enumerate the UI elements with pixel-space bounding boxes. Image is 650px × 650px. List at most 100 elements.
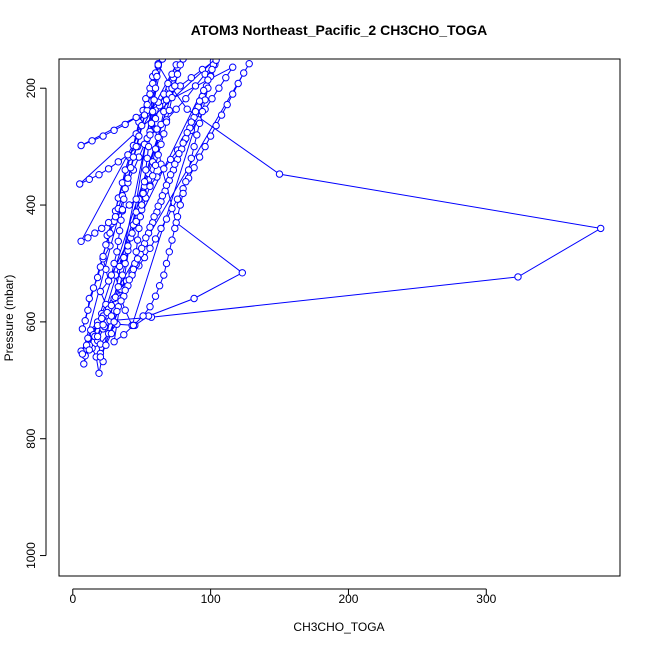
data-point: [223, 100, 231, 109]
data-point: [165, 106, 174, 115]
axes-layer: 0 100 200 300 200 400 600 800 1000: [24, 78, 497, 606]
data-point: [151, 292, 160, 300]
data-point: [84, 234, 92, 242]
data-point: [153, 125, 161, 133]
chart-title: ATOM3 Northeast_Pacific_2 CH3CHO_TOGA: [191, 22, 487, 38]
data-point: [171, 82, 179, 90]
data-point: [173, 195, 182, 203]
data-point: [78, 350, 87, 358]
data-point: [99, 252, 107, 261]
data-point: [198, 107, 207, 116]
data-point: [217, 111, 226, 119]
data-point: [183, 128, 191, 137]
data-point: [164, 79, 172, 88]
data-point: [142, 166, 150, 174]
data-point: [151, 235, 160, 243]
data-point: [96, 263, 105, 271]
data-point: [142, 234, 150, 242]
data-point: [155, 282, 164, 290]
data-point: [176, 61, 185, 69]
data-point: [206, 132, 215, 140]
data-point: [173, 213, 182, 221]
data-point: [118, 206, 127, 214]
data-point: [107, 271, 116, 279]
data-point: [154, 202, 162, 210]
data-point: [124, 174, 132, 182]
data-point: [168, 93, 176, 102]
data-point: [151, 161, 160, 170]
data-point: [187, 154, 196, 163]
data-point: [162, 259, 171, 268]
data-point: [117, 297, 125, 305]
data-point: [143, 154, 151, 163]
data-point: [125, 201, 134, 209]
data-point: [128, 229, 136, 237]
data-point: [98, 314, 106, 323]
data-point: [113, 248, 121, 256]
data-point: [204, 76, 212, 84]
data-point: [84, 334, 92, 342]
data-point: [140, 111, 149, 119]
data-point: [117, 216, 125, 224]
data-point: [146, 131, 154, 139]
data-point: [95, 171, 103, 179]
data-point: [132, 217, 140, 226]
data-point: [132, 113, 140, 122]
data-point: [153, 72, 161, 81]
data-point: [154, 151, 162, 159]
data-point: [102, 341, 110, 349]
y-tick-label: 1000: [24, 542, 38, 569]
data-point: [514, 273, 522, 281]
data-point: [183, 105, 191, 113]
data-point: [121, 185, 129, 193]
data-point: [171, 224, 179, 233]
y-axis-label: Pressure (mbar): [2, 275, 16, 362]
data-point: [138, 121, 146, 130]
data-point: [151, 84, 160, 92]
data-point: [146, 244, 154, 253]
x-tick-label: 300: [476, 592, 496, 606]
data-point: [150, 213, 158, 221]
data-point: [120, 195, 128, 203]
data-point: [118, 271, 127, 279]
data-point: [146, 182, 154, 191]
data-point: [157, 140, 165, 149]
data-point: [195, 119, 204, 128]
data-point: [110, 126, 118, 135]
data-point: [139, 189, 147, 198]
data-point: [99, 132, 107, 140]
data-point: [80, 360, 88, 368]
data-point: [140, 178, 149, 186]
data-point: [146, 223, 154, 231]
x-tick-label: 0: [69, 592, 76, 606]
data-point: [182, 95, 190, 103]
x-tick-label: 100: [201, 592, 221, 606]
data-point: [114, 237, 123, 246]
data-point: [115, 262, 124, 271]
data-point: [96, 353, 105, 361]
data-point: [168, 204, 176, 213]
data-point: [121, 120, 129, 129]
data-point: [85, 175, 94, 184]
data-point: [182, 178, 190, 186]
data-point: [114, 283, 123, 291]
data-point: [154, 61, 162, 69]
data-point: [190, 142, 198, 151]
data-point: [187, 118, 196, 126]
data-point: [99, 321, 107, 329]
data-point: [76, 180, 84, 188]
data-point: [120, 253, 128, 262]
data-point: [201, 142, 209, 151]
data-point: [151, 145, 160, 153]
data-point: [115, 227, 124, 235]
data-point: [190, 294, 198, 303]
data-point: [234, 79, 242, 88]
data-point: [184, 166, 193, 174]
data-point: [597, 224, 605, 233]
data-point: [129, 321, 138, 330]
data-point: [110, 338, 118, 346]
data-point: [127, 164, 135, 172]
data-point: [165, 248, 174, 256]
data-point: [77, 237, 85, 246]
data-point: [240, 69, 248, 77]
